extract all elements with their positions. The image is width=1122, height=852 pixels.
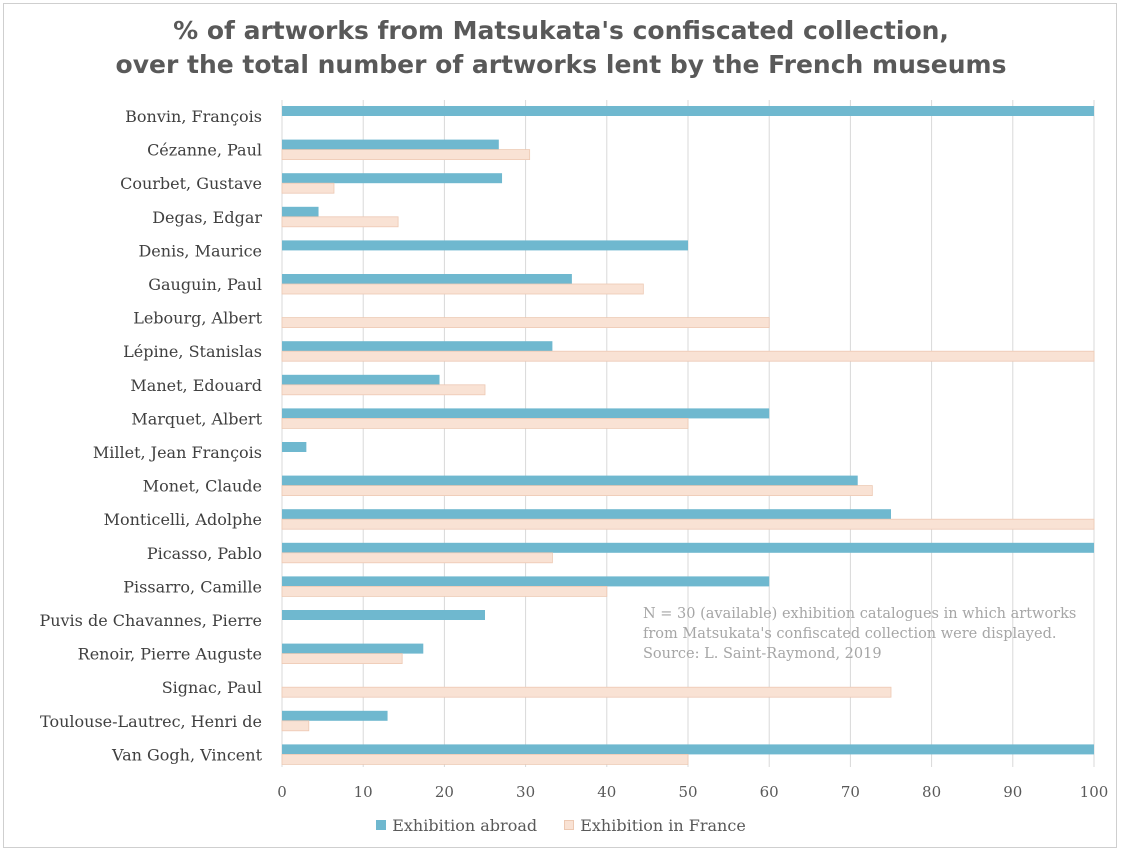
category-labels: Bonvin, François Cézanne, Paul Courbet, Gu… bbox=[39, 107, 262, 764]
bar-abroad-renoir-pierre-auguste bbox=[282, 643, 424, 654]
category-label-lebourg-albert: Lebourg, Albert bbox=[133, 309, 262, 328]
bar-abroad-van-gogh-vincent bbox=[282, 744, 1094, 755]
bar-abroad-gauguin-paul bbox=[282, 274, 572, 284]
x-tick-label-10: 10 bbox=[354, 783, 373, 801]
chart-title-line-2: over the total number of artworks lent b… bbox=[115, 50, 1007, 79]
x-tick-label-100: 100 bbox=[1080, 783, 1109, 801]
x-tick-label-40: 40 bbox=[597, 783, 616, 801]
category-label-pissarro-camille: Pissarro, Camille bbox=[123, 577, 262, 596]
bar-abroad-cezanne-paul bbox=[282, 139, 499, 150]
bar-france-toulouse-lautrec-henri-de bbox=[281, 720, 310, 732]
bar-abroad-millet-jean-francois bbox=[282, 442, 307, 452]
bar-france-gauguin-paul bbox=[281, 283, 644, 295]
category-label-marquet-albert: Marquet, Albert bbox=[131, 409, 262, 428]
bar-abroad-bonvin-francois bbox=[282, 106, 1094, 116]
category-label-monticelli-adolphe: Monticelli, Adolphe bbox=[104, 510, 262, 529]
category-label-monet-claude: Monet, Claude bbox=[143, 477, 262, 496]
bar-france-signac-paul bbox=[281, 686, 892, 698]
bar-france-courbet-gustave bbox=[281, 182, 335, 194]
bar-france-pissarro-camille bbox=[281, 586, 608, 597]
bar-france-lebourg-albert bbox=[281, 317, 770, 329]
bar-abroad-monticelli-adolphe bbox=[282, 509, 891, 520]
x-axis-ticks: 0 10 20 30 40 50 60 70 80 90 100 bbox=[277, 783, 1108, 801]
legend-item-france: Exhibition in France bbox=[564, 816, 746, 835]
x-tick-label-70: 70 bbox=[841, 783, 860, 801]
category-label-renoir-pierre-auguste: Renoir, Pierre Auguste bbox=[78, 645, 262, 664]
legend-swatch-abroad bbox=[376, 820, 387, 830]
legend-item-abroad: Exhibition abroad bbox=[376, 816, 537, 835]
category-label-signac-paul: Signac, Paul bbox=[162, 678, 262, 697]
bar-france-marquet-albert bbox=[281, 417, 689, 429]
bar-abroad-courbet-gustave bbox=[282, 173, 503, 184]
x-tick-label-90: 90 bbox=[1003, 783, 1022, 801]
x-tick-label-80: 80 bbox=[922, 783, 941, 801]
legend-swatch-france bbox=[564, 820, 575, 830]
x-tick-label-60: 60 bbox=[760, 783, 779, 801]
bar-abroad-degas-edgar bbox=[282, 206, 319, 217]
bar-france-van-gogh-vincent bbox=[281, 754, 689, 765]
legend-label-france: Exhibition in France bbox=[580, 815, 746, 835]
bar-abroad-picasso-pablo bbox=[282, 542, 1094, 553]
category-label-lepine-stanislas: Lépine, Stanislas bbox=[123, 342, 262, 361]
bar-france-monet-claude bbox=[281, 485, 873, 497]
chart-title-line-1: % of artworks from Matsukata's confiscat… bbox=[173, 16, 949, 45]
bar-abroad-lepine-stanislas bbox=[282, 341, 553, 352]
bar-abroad-pissarro-camille bbox=[282, 576, 770, 587]
category-label-courbet-gustave: Courbet, Gustave bbox=[120, 174, 262, 193]
annotation-line-2: from Matsukata's confiscated collection … bbox=[643, 626, 1057, 642]
bar-france-picasso-pablo bbox=[281, 552, 553, 564]
category-label-puvis-de-chavannes-pierre: Puvis de Chavannes, Pierre bbox=[39, 611, 262, 630]
bar-abroad-marquet-albert bbox=[282, 408, 770, 419]
bar-france-lepine-stanislas bbox=[281, 350, 1095, 362]
bar-abroad-toulouse-lautrec-henri-de bbox=[282, 710, 388, 721]
category-label-manet-edouard: Manet, Edouard bbox=[130, 376, 262, 395]
bar-abroad-manet-edouard bbox=[282, 374, 440, 385]
bar-abroad-puvis-de-chavannes-pierre bbox=[282, 610, 485, 620]
category-label-degas-edgar: Degas, Edgar bbox=[152, 208, 262, 227]
gridlines bbox=[281, 100, 1095, 767]
bar-france-cezanne-paul bbox=[281, 149, 531, 161]
category-label-van-gogh-vincent: Van Gogh, Vincent bbox=[111, 745, 263, 764]
bar-france-monticelli-adolphe bbox=[281, 518, 1095, 530]
bar-abroad-denis-maurice bbox=[282, 240, 688, 251]
category-label-millet-jean-francois: Millet, Jean François bbox=[93, 443, 262, 462]
chart-legend: Exhibition abroad Exhibition in France bbox=[0, 815, 1122, 835]
annotation-line-1: N = 30 (available) exhibition catalogues… bbox=[643, 606, 1077, 622]
x-tick-label-0: 0 bbox=[277, 783, 287, 801]
legend-label-abroad: Exhibition abroad bbox=[392, 815, 538, 835]
annotation-line-3: Source: L. Saint-Raymond, 2019 bbox=[643, 646, 882, 662]
x-tick-label-50: 50 bbox=[678, 783, 697, 801]
x-tick-label-30: 30 bbox=[516, 783, 535, 801]
bar-abroad-monet-claude bbox=[282, 475, 858, 486]
category-label-gauguin-paul: Gauguin, Paul bbox=[148, 275, 262, 294]
bar-france-degas-edgar bbox=[281, 216, 399, 228]
category-label-toulouse-lautrec-henri-de: Toulouse-Lautrec, Henri de bbox=[40, 712, 262, 731]
x-tick-label-20: 20 bbox=[435, 783, 454, 801]
bar-france-manet-edouard bbox=[281, 384, 486, 396]
category-label-picasso-pablo: Picasso, Pablo bbox=[147, 544, 262, 563]
bar-france-renoir-pierre-auguste bbox=[281, 653, 403, 664]
category-label-bonvin-francois: Bonvin, François bbox=[125, 107, 262, 126]
chart-annotation: N = 30 (available) exhibition catalogues… bbox=[643, 604, 1076, 664]
bars bbox=[281, 106, 1095, 765]
category-label-denis-maurice: Denis, Maurice bbox=[138, 241, 262, 260]
category-label-cezanne-paul: Cézanne, Paul bbox=[147, 141, 262, 160]
